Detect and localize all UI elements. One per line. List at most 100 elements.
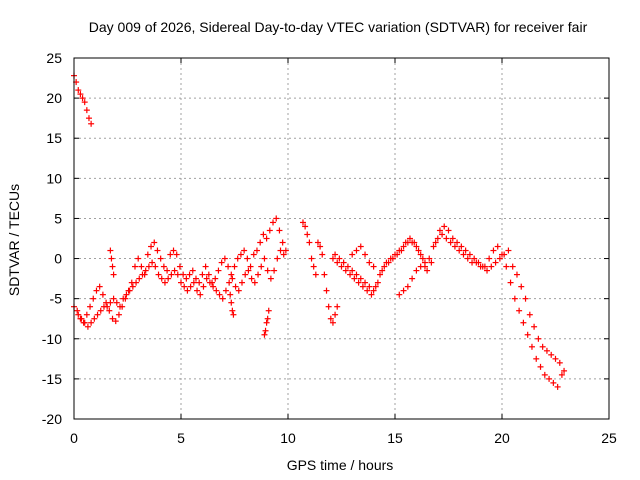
data-point: [494, 243, 501, 250]
data-point: [174, 271, 181, 278]
data-point: [329, 319, 336, 326]
data-point: [144, 251, 151, 258]
data-point: [149, 259, 156, 266]
data-point: [257, 239, 264, 246]
y-tick-label: -20: [42, 411, 62, 427]
data-point: [404, 283, 411, 290]
data-point: [312, 271, 319, 278]
data-point: [351, 275, 358, 282]
data-point: [231, 263, 238, 270]
data-point: [90, 295, 97, 302]
data-point: [533, 355, 540, 362]
data-point: [274, 255, 281, 262]
data-point: [138, 263, 145, 270]
data-point: [202, 263, 209, 270]
x-tick-label: 10: [280, 430, 296, 446]
data-point: [129, 283, 136, 290]
data-point: [520, 319, 527, 326]
data-point: [261, 331, 268, 338]
data-point: [81, 319, 88, 326]
data-point: [332, 311, 339, 318]
data-point: [366, 259, 373, 266]
data-point: [168, 271, 175, 278]
data-point: [221, 255, 228, 262]
data-point: [222, 287, 229, 294]
data-point: [164, 267, 171, 274]
data-point: [271, 267, 278, 274]
data-point: [170, 247, 177, 254]
data-point: [554, 383, 561, 390]
y-tick-label: 10: [46, 170, 62, 186]
data-point: [94, 311, 101, 318]
axis-ticks: 0 5 10 15 20 25 -20 -15 -10 -5 0 5 10 15 20 25: [42, 50, 617, 446]
data-point: [546, 375, 553, 382]
data-point: [528, 343, 535, 350]
data-point: [226, 279, 233, 286]
data-point: [237, 251, 244, 258]
data-point: [176, 263, 183, 270]
data-point: [464, 255, 471, 262]
data-point: [232, 283, 239, 290]
y-tick-label: 0: [54, 251, 62, 267]
x-tick-label: 0: [70, 430, 78, 446]
data-point: [126, 287, 133, 294]
data-point: [264, 315, 271, 322]
data-point: [263, 319, 270, 326]
data-point: [245, 267, 252, 274]
x-tick-label: 15: [387, 430, 403, 446]
data-point: [99, 291, 106, 298]
data-point: [104, 303, 111, 310]
data-point: [181, 283, 188, 290]
data-point: [180, 271, 187, 278]
data-point: [117, 303, 124, 310]
data-point: [280, 251, 287, 258]
data-point: [183, 275, 190, 282]
data-point: [186, 271, 193, 278]
data-point: [241, 247, 248, 254]
data-point: [173, 251, 180, 258]
data-point: [244, 255, 251, 262]
data-point: [88, 120, 95, 127]
data-point: [247, 263, 254, 270]
data-point: [203, 275, 210, 282]
data-point: [342, 267, 349, 274]
y-tick-label: 20: [46, 90, 62, 106]
data-point: [396, 247, 403, 254]
data-point: [357, 275, 364, 282]
data-point: [123, 291, 130, 298]
data-point: [383, 259, 390, 266]
data-point: [96, 283, 103, 290]
data-point: [216, 291, 223, 298]
data-point: [120, 295, 127, 302]
data-point: [353, 271, 360, 278]
data-point: [131, 263, 138, 270]
data-point: [488, 263, 495, 270]
data-point: [84, 323, 91, 330]
data-point: [417, 263, 424, 270]
data-point: [113, 299, 120, 306]
x-tick-label: 20: [494, 430, 510, 446]
data-point: [421, 259, 428, 266]
data-point: [374, 279, 381, 286]
data-point: [460, 251, 467, 258]
data-point: [110, 271, 117, 278]
data-point: [79, 95, 86, 102]
data-point: [366, 283, 373, 290]
data-point: [212, 275, 219, 282]
data-point: [109, 315, 116, 322]
data-point: [377, 271, 384, 278]
data-point: [347, 271, 354, 278]
data-point: [368, 291, 375, 298]
data-point: [115, 311, 122, 318]
data-point: [219, 295, 226, 302]
data-point: [454, 239, 461, 246]
data-point: [192, 275, 199, 282]
data-point: [552, 355, 559, 362]
data-point: [199, 271, 206, 278]
data-point: [75, 87, 82, 94]
data-point: [325, 303, 332, 310]
data-point: [507, 279, 514, 286]
plot-frame: [73, 57, 610, 420]
data-point: [558, 371, 565, 378]
data-point: [85, 115, 92, 122]
